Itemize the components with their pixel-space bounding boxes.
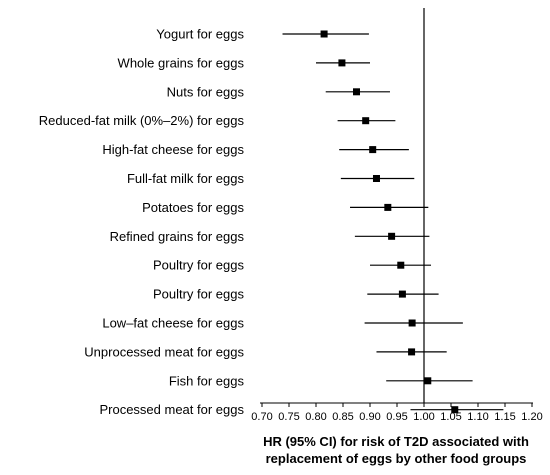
hazard-ratio-point: [408, 319, 416, 327]
forest-row: Full-fat milk for eggs: [127, 171, 415, 186]
forest-row: Refined grains for eggs: [110, 229, 430, 244]
x-tick-label: 0.75: [278, 411, 299, 423]
forest-row: Potatoes for eggs: [142, 200, 429, 215]
row-label: High-fat cheese for eggs: [102, 142, 244, 157]
x-tick-label: 1.05: [440, 411, 461, 423]
hazard-ratio-point: [397, 261, 405, 269]
x-axis-label-line-1: HR (95% CI) for risk of T2D associated w…: [263, 434, 529, 449]
x-tick-label: 0.80: [305, 411, 326, 423]
hazard-ratio-point: [424, 377, 432, 385]
x-tick-label: 1.20: [521, 411, 542, 423]
row-label: Potatoes for eggs: [142, 200, 244, 215]
x-tick-label: 1.00: [413, 411, 434, 423]
row-label: Yogurt for eggs: [156, 27, 244, 42]
row-label: Fish for eggs: [169, 373, 245, 388]
hazard-ratio-point: [320, 30, 328, 38]
row-label: Nuts for eggs: [167, 84, 245, 99]
x-tick-label: 0.70: [251, 411, 272, 423]
forest-row: Reduced-fat milk (0%–2%) for eggs: [39, 113, 396, 128]
forest-row: Nuts for eggs: [167, 84, 390, 99]
forest-row: Fish for eggs: [169, 373, 473, 388]
hazard-ratio-point: [398, 290, 406, 298]
row-label: Unprocessed meat for eggs: [84, 344, 244, 359]
x-axis-label-line-2: replacement of eggs by other food groups: [266, 451, 527, 466]
forest-row: Yogurt for eggs: [156, 27, 369, 42]
hazard-ratio-point: [338, 59, 346, 67]
forest-row: Whole grains for eggs: [118, 55, 370, 70]
hazard-ratio-point: [388, 232, 396, 240]
row-label: Poultry for eggs: [153, 287, 245, 302]
hazard-ratio-point: [408, 348, 416, 356]
x-tick-label: 0.95: [386, 411, 407, 423]
hazard-ratio-point: [362, 117, 370, 125]
row-label: Poultry for eggs: [153, 258, 245, 273]
x-tick-label: 0.85: [332, 411, 353, 423]
forest-row: Poultry for eggs: [153, 287, 439, 302]
hazard-ratio-point: [353, 88, 360, 96]
forest-row: High-fat cheese for eggs: [102, 142, 409, 157]
x-tick-label: 1.15: [494, 411, 515, 423]
hazard-ratio-point: [384, 203, 392, 211]
row-label: Refined grains for eggs: [110, 229, 245, 244]
row-label: Low–fat cheese for eggs: [102, 316, 244, 331]
x-tick-label: 1.10: [467, 411, 488, 423]
forest-row: Unprocessed meat for eggs: [84, 344, 447, 359]
forest-row: Low–fat cheese for eggs: [102, 316, 463, 331]
forest-row: Processed meat for eggs: [99, 402, 504, 417]
rows-layer: Yogurt for eggs Whole grains for eggs Nuts…: [39, 27, 504, 417]
forest-row: Poultry for eggs: [153, 258, 432, 273]
row-label: Full-fat milk for eggs: [127, 171, 245, 186]
x-ticks: 0.70 0.75 0.80 0.85 0.90 0.95 1.00 1.05 1.10 1.15…: [251, 403, 543, 423]
x-tick-label: 0.90: [359, 411, 380, 423]
row-label: Whole grains for eggs: [118, 55, 245, 70]
hazard-ratio-point: [451, 406, 459, 414]
row-label: Processed meat for eggs: [99, 402, 244, 417]
hazard-ratio-point: [372, 175, 380, 182]
row-label: Reduced-fat milk (0%–2%) for eggs: [39, 113, 245, 128]
hazard-ratio-point: [369, 146, 377, 154]
